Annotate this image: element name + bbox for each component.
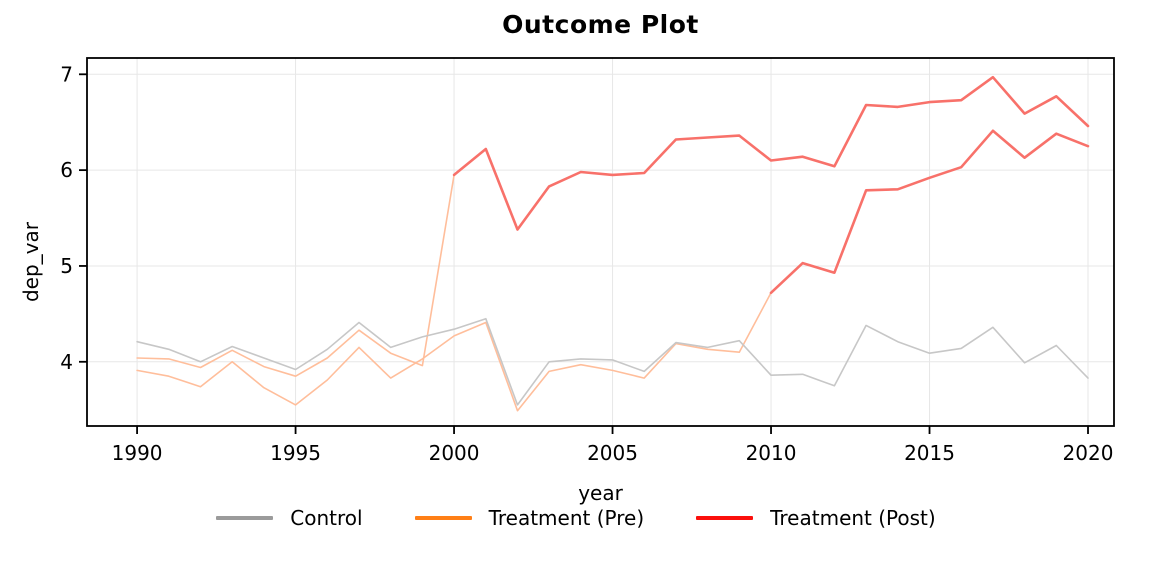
legend-item-treatment-pre: Treatment (Pre) [414,503,645,533]
treatment-cohort-2010-pre-line [136,291,772,412]
y-tick-label: 5 [60,254,73,278]
x-tick-label: 1990 [112,441,163,465]
treatment-pre-line-swatch-icon [414,516,472,520]
treatment-cohort-2010-post-line [769,129,1090,295]
control-line-swatch-icon [216,516,274,520]
legend: Control Treatment (Pre) Treatment (Post) [0,503,1152,533]
treatment-cohort-2000-post-line [452,75,1090,231]
legend-label-treatment-pre: Treatment (Pre) [488,506,645,530]
treatment-cohort-2000-pre-line [136,174,455,378]
x-tick-label: 2015 [904,441,955,465]
y-tick-label: 4 [60,350,73,374]
y-tick-label: 7 [60,62,73,86]
legend-item-treatment-post: Treatment (Post) [696,503,936,533]
axes-spines [86,57,1115,427]
y-tick-label: 6 [60,158,73,182]
legend-label-treatment-post: Treatment (Post) [770,506,936,530]
x-tick-label: 2000 [429,441,480,465]
control-line [136,317,1089,406]
treatment-post-line-swatch-icon [696,516,754,520]
x-tick-label: 2010 [746,441,797,465]
legend-label-control: Control [290,506,363,530]
chart-title: Outcome Plot [502,10,699,39]
x-tick-label: 2005 [587,441,638,465]
legend-item-control: Control [216,503,363,533]
x-tick-label: 1995 [270,441,321,465]
x-tick-label: 2020 [1063,441,1114,465]
x-axis-label: year [578,481,623,505]
y-axis-label: dep_var [19,221,43,303]
